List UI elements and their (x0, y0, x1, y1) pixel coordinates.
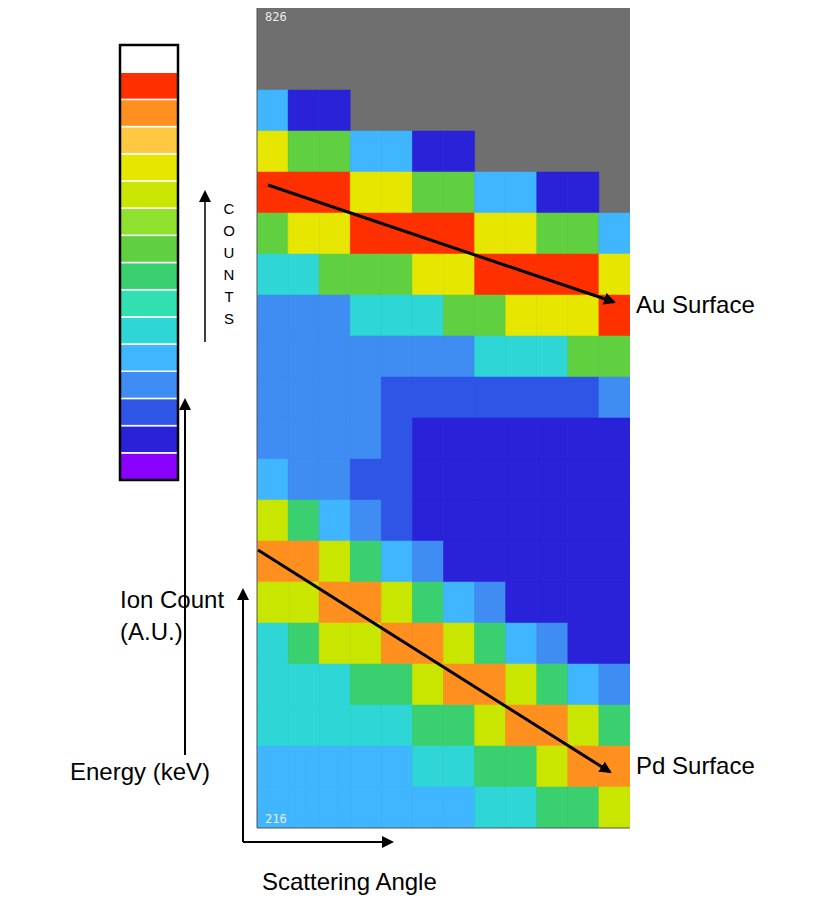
svg-text:Pd Surface: Pd Surface (636, 752, 755, 779)
svg-text:C: C (224, 200, 235, 217)
svg-text:U: U (224, 244, 235, 261)
svg-text:Ion Count: Ion Count (120, 586, 224, 613)
svg-text:Energy (keV): Energy (keV) (70, 758, 210, 785)
svg-text:S: S (224, 310, 234, 327)
svg-text:Au Surface: Au Surface (636, 291, 755, 318)
svg-text:O: O (223, 222, 235, 239)
svg-text:Scattering Angle: Scattering Angle (262, 868, 437, 895)
svg-text:T: T (224, 288, 233, 305)
svg-text:N: N (224, 266, 235, 283)
svg-text:826: 826 (265, 10, 287, 24)
svg-text:(A.U.): (A.U.) (120, 618, 183, 645)
svg-text:216: 216 (265, 812, 287, 826)
